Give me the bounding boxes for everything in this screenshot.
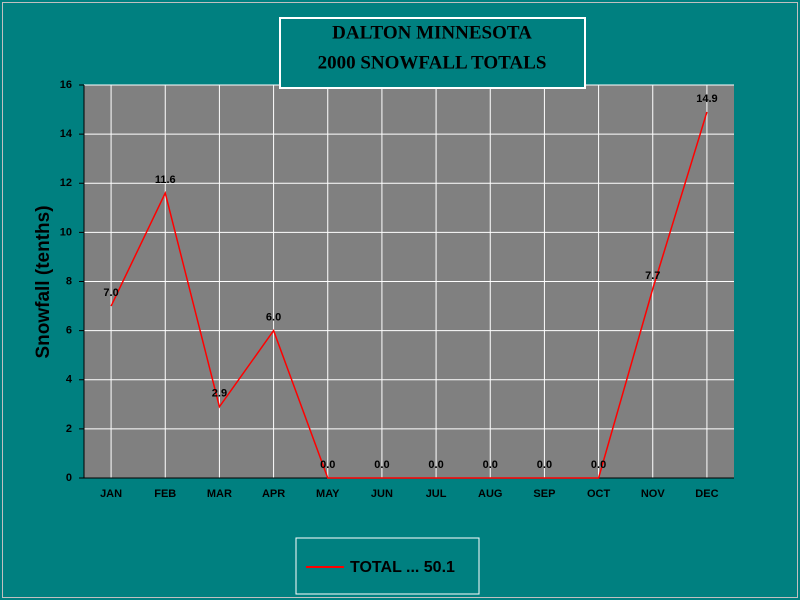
y-tick-label: 0 <box>66 472 72 484</box>
y-tick-label: 2 <box>66 423 72 435</box>
title-box <box>279 17 586 89</box>
y-tick-label: 6 <box>66 325 72 337</box>
x-tick-label: FEB <box>154 488 176 500</box>
x-tick-label: OCT <box>587 488 611 500</box>
data-label: 0.0 <box>320 459 335 471</box>
data-label: 6.0 <box>266 312 281 324</box>
x-tick-label: MAR <box>207 488 232 500</box>
data-label: 11.6 <box>155 174 176 186</box>
data-label: 0.0 <box>537 459 552 471</box>
y-tick-label: 8 <box>66 275 72 287</box>
y-tick-label: 12 <box>60 177 72 189</box>
y-tick-label: 4 <box>66 374 73 386</box>
y-tick-label: 10 <box>60 226 72 238</box>
y-tick-label: 14 <box>60 128 73 140</box>
x-tick-label: APR <box>262 488 285 500</box>
x-tick-label: JAN <box>100 488 122 500</box>
data-label: 0.0 <box>374 459 389 471</box>
x-tick-label: DEC <box>695 488 718 500</box>
chart-title: 2000 SNOWFALL TOTALS <box>318 52 547 73</box>
x-tick-label: AUG <box>478 488 502 500</box>
data-label: 7.0 <box>103 287 118 299</box>
data-line <box>110 111 708 479</box>
data-label: 2.9 <box>212 388 227 400</box>
data-label: 0.0 <box>591 459 606 471</box>
x-tick-label: NOV <box>641 488 666 500</box>
y-axis-label: Snowfall (tenths) <box>33 205 54 358</box>
x-tick-label: JUN <box>371 488 393 500</box>
data-label: 14.9 <box>696 93 717 105</box>
chart-title: DALTON MINNESOTA <box>332 22 532 43</box>
y-tick-label: 16 <box>60 79 72 91</box>
data-label: 0.0 <box>428 459 443 471</box>
x-tick-label: JUL <box>426 488 447 500</box>
x-tick-label: SEP <box>533 488 555 500</box>
x-tick-label: MAY <box>316 488 340 500</box>
data-label: 7.7 <box>645 270 660 282</box>
data-label: 0.0 <box>483 459 498 471</box>
legend-label: TOTAL ... 50.1 <box>350 559 455 576</box>
